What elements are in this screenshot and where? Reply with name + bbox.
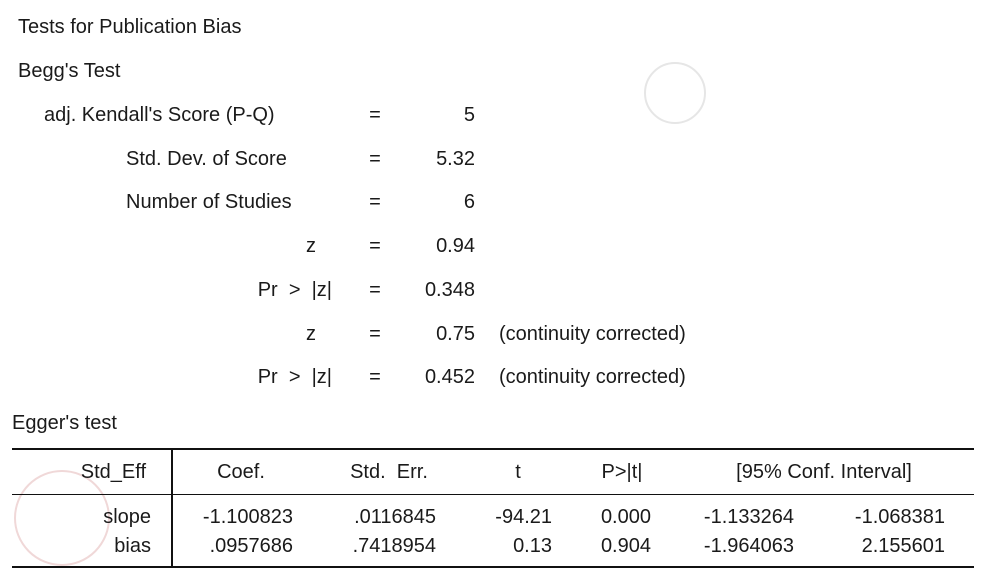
stat-note: (continuity corrected) <box>499 366 686 389</box>
section-title: Egger's test <box>12 412 117 434</box>
stat-value: 6 <box>463 191 475 214</box>
stat-label: Pr > |z| <box>257 366 332 389</box>
table-cell: .7418954 <box>352 535 436 557</box>
table-cell: 0.000 <box>600 506 651 528</box>
equals-sign: = <box>369 104 381 126</box>
stat-value: 0.94 <box>436 235 475 258</box>
table-cell: -1.068381 <box>854 506 945 528</box>
table-top-rule <box>12 448 974 450</box>
table-header-cell: [95% Conf. Interval] <box>736 461 912 483</box>
stat-value: 5.32 <box>436 147 475 170</box>
equals-sign: = <box>369 191 381 214</box>
stat-label: z <box>306 235 316 258</box>
table-cell: 2.155601 <box>861 535 945 557</box>
stat-label: Std. Dev. of Score <box>126 147 287 170</box>
table-header-cell: Std. Err. <box>350 461 428 483</box>
table-cell: 0.904 <box>600 535 651 557</box>
equals-sign: = <box>369 235 381 258</box>
table-bottom-rule <box>12 566 974 568</box>
equals-sign: = <box>369 147 381 170</box>
table-header-cell: P>|t| <box>601 461 643 483</box>
table-column-rule <box>171 450 173 566</box>
table-cell: -1.964063 <box>703 535 794 557</box>
row-label: slope <box>103 506 151 528</box>
watermark-seal <box>644 62 706 124</box>
table-cell: -1.100823 <box>202 506 293 528</box>
stat-value: 5 <box>463 104 475 126</box>
watermark-logo <box>14 470 110 566</box>
equals-sign: = <box>369 322 381 345</box>
stat-note: (continuity corrected) <box>499 322 686 345</box>
table-cell: 0.13 <box>513 535 552 557</box>
stat-label: Number of Studies <box>126 191 292 214</box>
table-cell: .0116845 <box>354 506 436 528</box>
stat-label: adj. Kendall's Score (P-Q) <box>44 104 275 126</box>
table-cell: -1.133264 <box>703 506 794 528</box>
section-title: Begg's Test <box>18 60 121 82</box>
table-header-cell: t <box>515 461 521 483</box>
table-cell: -94.21 <box>495 506 552 528</box>
row-label: bias <box>114 535 151 557</box>
page-title: Tests for Publication Bias <box>18 16 242 38</box>
stat-label: z <box>306 322 316 345</box>
table-cell: .0957686 <box>209 535 293 557</box>
stat-value: 0.75 <box>436 322 475 345</box>
equals-sign: = <box>369 366 381 389</box>
stat-label: Pr > |z| <box>257 278 332 301</box>
stat-value: 0.452 <box>424 366 475 389</box>
table-header-rule <box>12 494 974 495</box>
stat-value: 0.348 <box>424 278 475 301</box>
table-header-cell: Std_Eff <box>80 461 146 483</box>
table-header-cell: Coef. <box>217 461 265 483</box>
equals-sign: = <box>369 278 381 301</box>
